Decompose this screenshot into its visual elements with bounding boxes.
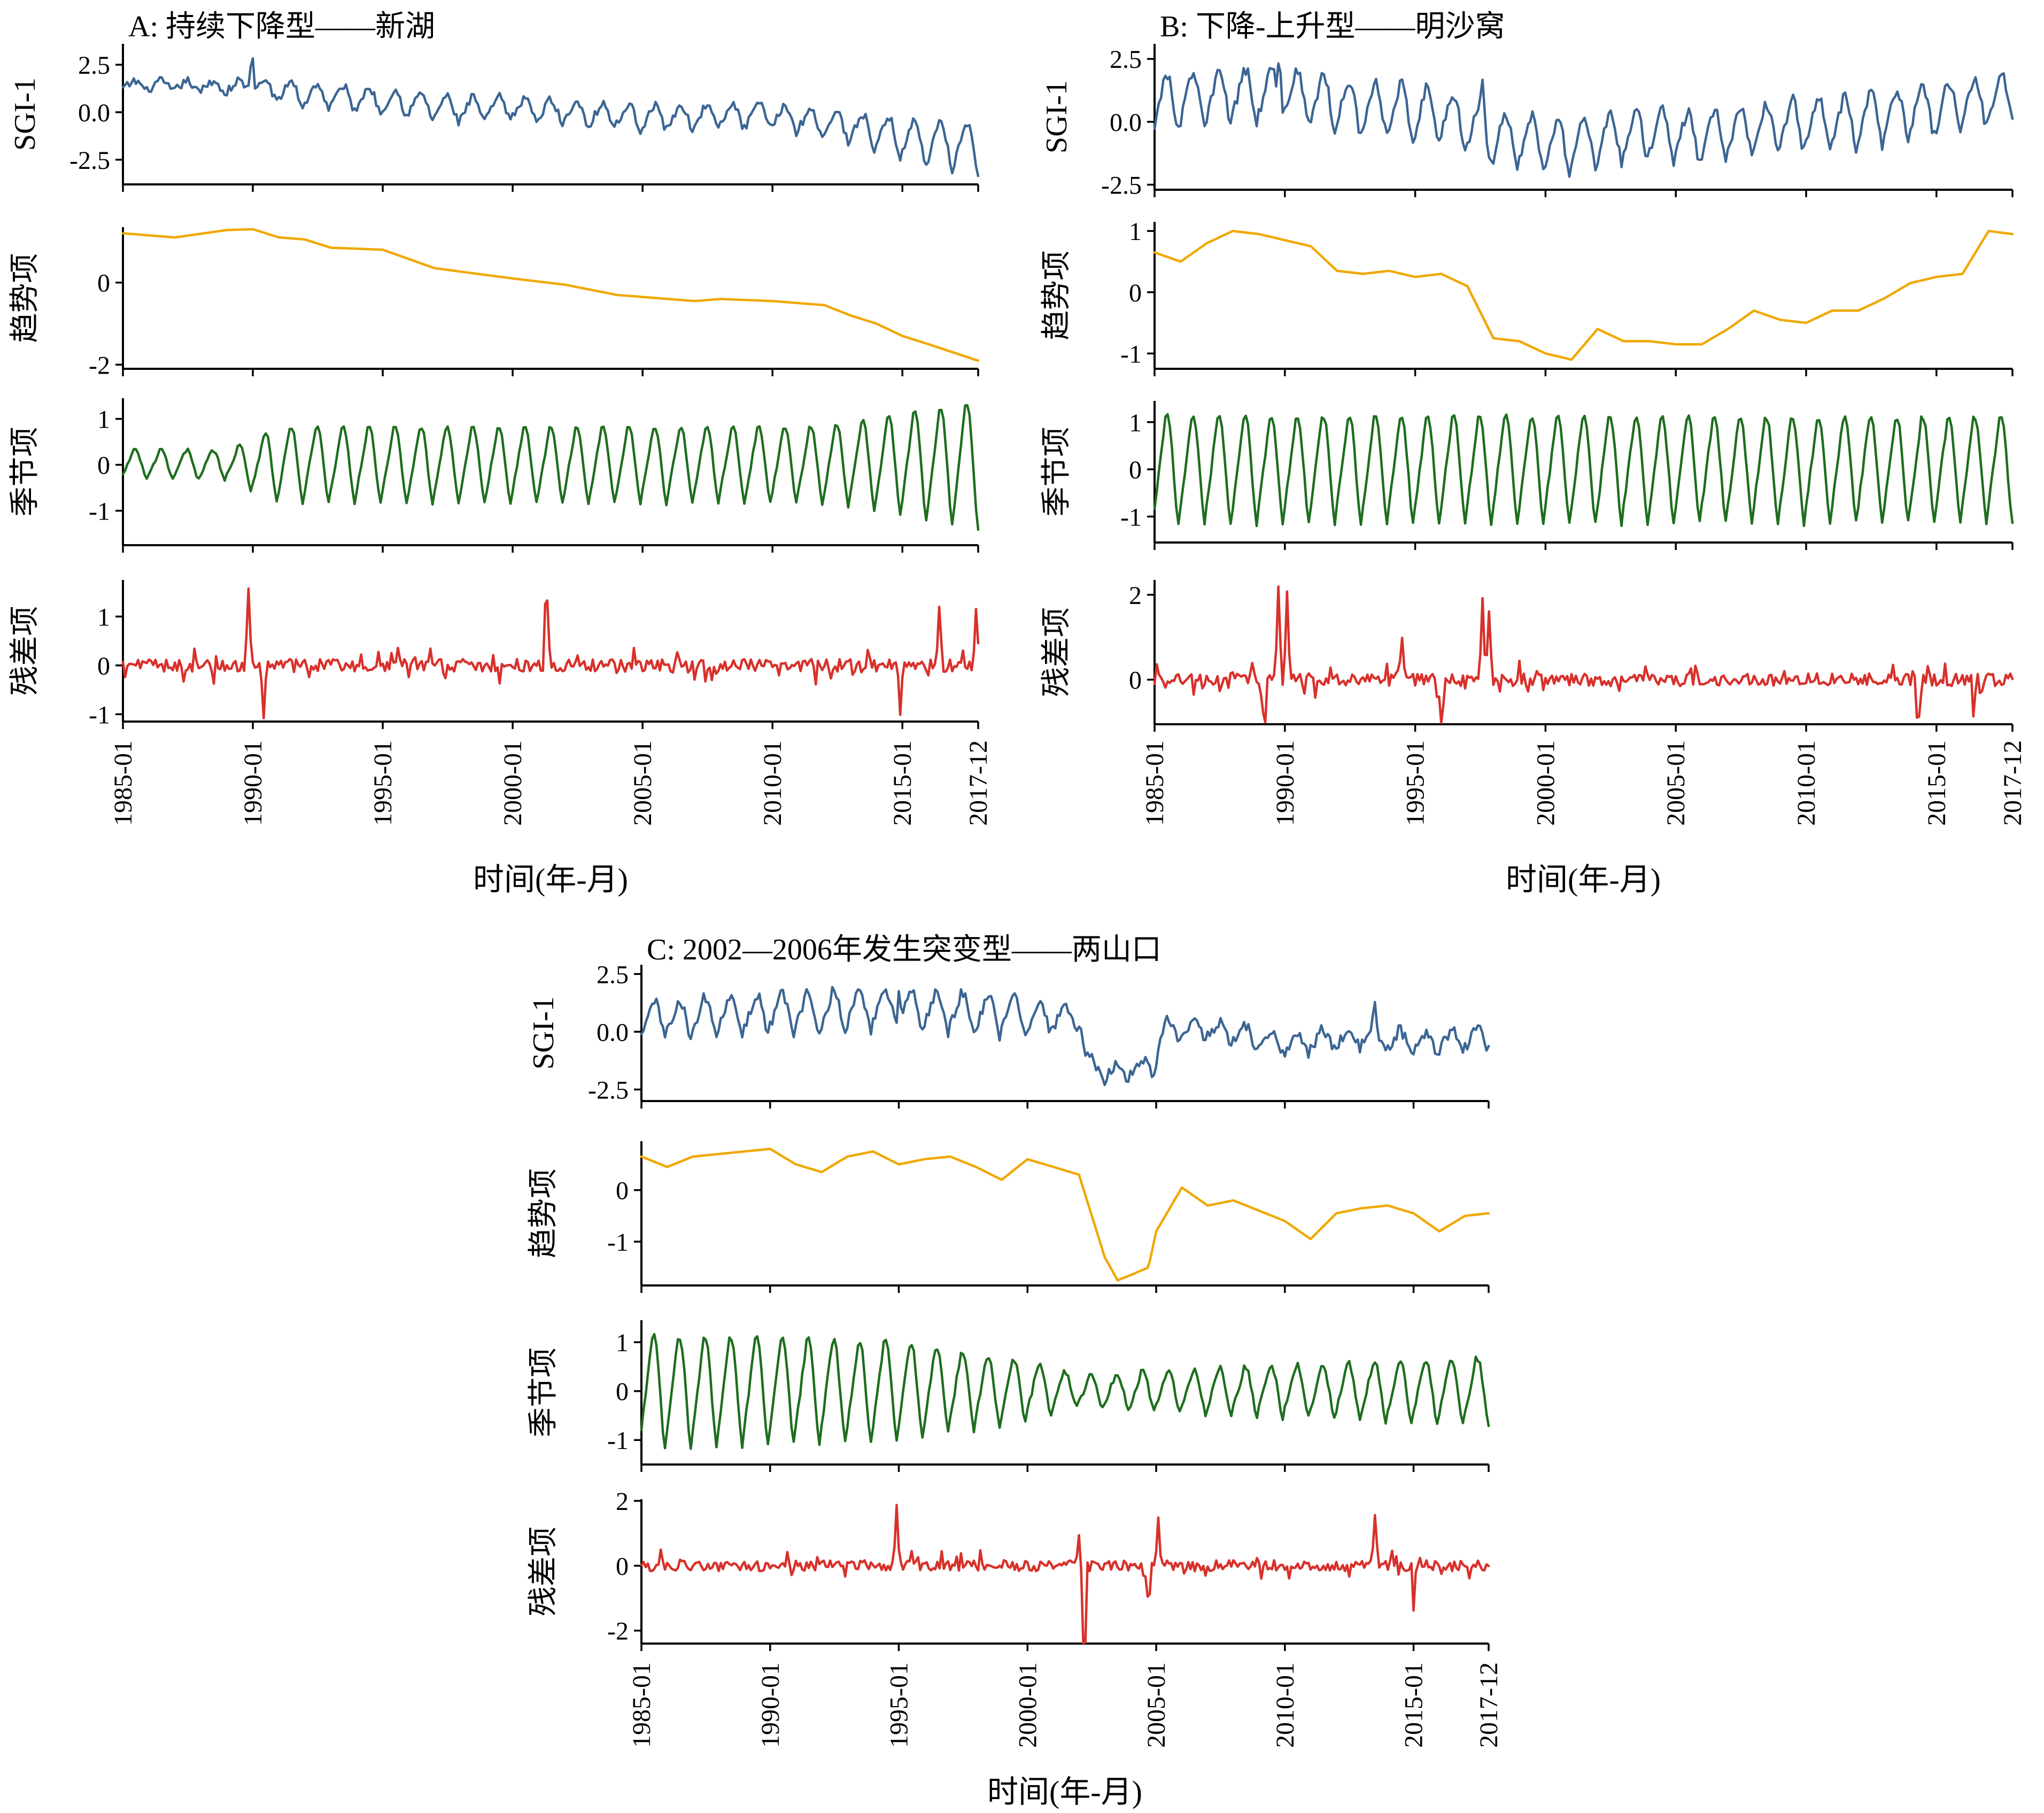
y-tick-label: 0.0 xyxy=(597,1018,629,1047)
y-tick-label: -2 xyxy=(89,351,110,379)
panel-b-mingshawo: B: 下降-上升型——明沙窝 -2.5 0.0 2.5 SGI-1 -1 0 1 趋势项 -1 0 1… xyxy=(1040,10,2027,897)
y-tick-label: 0 xyxy=(616,1378,629,1406)
residual-series-line xyxy=(640,1504,1490,1645)
trend-axis-label: 趋势项 xyxy=(9,253,42,343)
observed-series-line xyxy=(640,986,1490,1087)
residual-series-line xyxy=(1153,585,2014,724)
x-tick-label: 2005-01 xyxy=(1662,740,1690,826)
x-tick-label: 1995-01 xyxy=(885,1662,913,1748)
panel-title: A: 持续下降型——新湖 xyxy=(128,10,435,43)
x-tick-label: 1995-01 xyxy=(1402,740,1430,826)
seasonal-axis-label: 季节项 xyxy=(9,427,42,517)
y-tick-label: 1 xyxy=(616,1329,629,1357)
x-tick-label: 2015-01 xyxy=(1923,740,1951,826)
y-tick-label: 0 xyxy=(97,652,110,680)
seasonal-axis-label: 季节项 xyxy=(1040,427,1073,517)
x-tick-label: 2000-01 xyxy=(499,740,527,826)
y-tick-label: 1 xyxy=(1129,409,1142,437)
x-tick-label: 1990-01 xyxy=(756,1662,785,1748)
y-tick-label: 1 xyxy=(97,603,110,632)
y-tick-label: -2.5 xyxy=(588,1076,629,1104)
trend-series-line xyxy=(640,1148,1490,1282)
seasonal-series-line xyxy=(1153,413,2014,528)
x-tick-label: 1985-01 xyxy=(628,1662,656,1748)
y-tick-label: -1 xyxy=(607,1228,629,1257)
y-tick-label: 2.5 xyxy=(1110,45,1142,74)
x-tick-label: 2010-01 xyxy=(758,740,787,826)
y-tick-label: -2.5 xyxy=(1101,172,1142,200)
observed-series-line xyxy=(121,57,980,177)
y-tick-label: 0.0 xyxy=(78,99,110,127)
x-tick-label: 2000-01 xyxy=(1531,740,1560,826)
residual-axis-label: 残差项 xyxy=(9,606,42,696)
x-tick-label: 2005-01 xyxy=(629,740,657,826)
x-tick-label: 1985-01 xyxy=(109,740,137,826)
y-tick-label: 2.5 xyxy=(597,960,629,989)
x-tick-label: 2010-01 xyxy=(1271,1662,1299,1748)
x-axis-label: 时间(年-月) xyxy=(1506,862,1661,897)
y-tick-label: 0 xyxy=(97,269,110,298)
observed-axis-label: SGI-1 xyxy=(1040,80,1073,153)
y-tick-label: 2 xyxy=(1129,582,1142,610)
y-tick-label: -1 xyxy=(1120,503,1142,531)
x-tick-label: 2015-01 xyxy=(888,740,917,826)
residual-axis-label: 残差项 xyxy=(1040,607,1073,697)
y-tick-label: 2.5 xyxy=(78,51,110,80)
y-tick-label: 0 xyxy=(616,1552,629,1580)
y-tick-label: -2.5 xyxy=(69,146,110,175)
trend-axis-label: 趋势项 xyxy=(1040,251,1073,340)
x-tick-label: 1995-01 xyxy=(369,740,397,826)
x-tick-label: 1990-01 xyxy=(239,740,267,826)
trend-series-line xyxy=(1153,229,2014,361)
y-tick-label: 1 xyxy=(1129,218,1142,246)
y-tick-label: -1 xyxy=(607,1427,629,1455)
residual-series-line xyxy=(121,587,980,719)
observed-series-line xyxy=(1153,62,2014,178)
panel-title: C: 2002—2006年发生突变型——两山口 xyxy=(647,933,1162,966)
y-tick-label: 0 xyxy=(1129,279,1142,307)
trend-axis-label: 趋势项 xyxy=(527,1168,560,1258)
y-tick-label: -1 xyxy=(89,701,110,729)
y-tick-label: -1 xyxy=(89,498,110,526)
panel-c-liangshankou: C: 2002—2006年发生突变型——两山口 -2.5 0.0 2.5 SGI-1 -1… xyxy=(527,933,1503,1809)
y-tick-label: 0 xyxy=(1129,667,1142,695)
y-tick-label: 2 xyxy=(616,1487,629,1516)
x-tick-label: 2000-01 xyxy=(1013,1662,1042,1748)
y-tick-label: 0 xyxy=(97,452,110,480)
y-tick-label: -1 xyxy=(1120,340,1142,368)
residual-axis-label: 残差项 xyxy=(527,1527,560,1616)
seasonal-axis-label: 季节项 xyxy=(527,1347,560,1437)
x-tick-label: 2015-01 xyxy=(1400,1662,1428,1748)
panel-a-xinhu: A: 持续下降型——新湖 -2.5 0.0 2.5 SGI-1 -2 0 趋势项 -1 0 1 季节项… xyxy=(9,10,993,897)
observed-axis-label: SGI-1 xyxy=(527,996,560,1070)
y-tick-label: 0 xyxy=(1129,456,1142,484)
x-tick-label: 2017-12 xyxy=(964,740,993,826)
x-tick-label: 2010-01 xyxy=(1792,740,1821,826)
x-axis-label: 时间(年-月) xyxy=(473,862,628,897)
y-tick-label: 0.0 xyxy=(1110,109,1142,137)
x-tick-label: 2005-01 xyxy=(1142,1662,1171,1748)
seasonal-series-line xyxy=(640,1332,1490,1450)
y-tick-label: -2 xyxy=(607,1617,629,1646)
trend-series-line xyxy=(121,228,980,362)
panel-title: B: 下降-上升型——明沙窝 xyxy=(1160,10,1505,43)
x-tick-label: 1990-01 xyxy=(1271,740,1299,826)
y-tick-label: 0 xyxy=(616,1177,629,1205)
y-tick-label: 1 xyxy=(97,406,110,434)
x-tick-label: 2017-12 xyxy=(1999,740,2027,826)
x-axis-label: 时间(年-月) xyxy=(987,1775,1142,1809)
observed-axis-label: SGI-1 xyxy=(9,78,42,151)
x-tick-label: 2017-12 xyxy=(1475,1662,1503,1748)
x-tick-label: 1985-01 xyxy=(1141,740,1169,826)
seasonal-series-line xyxy=(121,404,980,531)
